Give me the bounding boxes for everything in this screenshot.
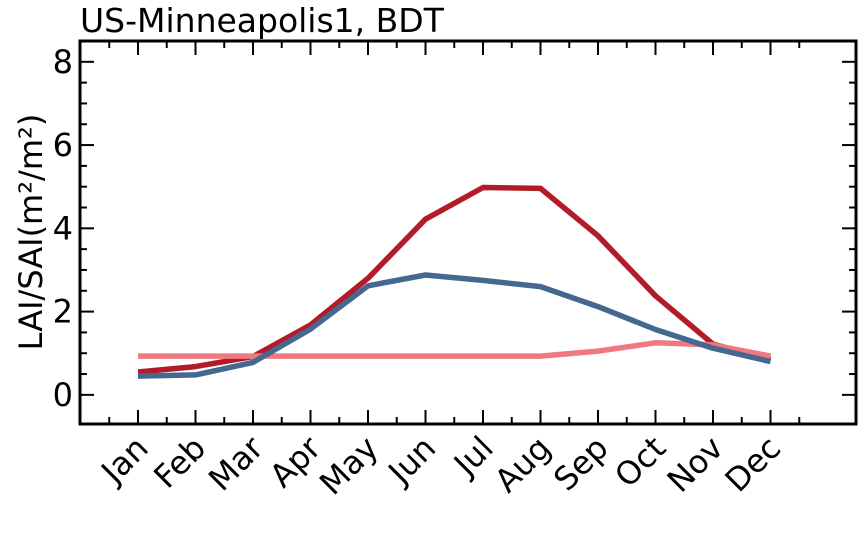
x-tick-label: May: [312, 429, 386, 503]
x-tick-label: Aug: [487, 429, 558, 500]
y-tick-label: 6: [53, 126, 73, 164]
x-tick-label: Dec: [718, 429, 789, 500]
x-tick-label: Apr: [262, 428, 329, 495]
x-tick-label: Feb: [146, 429, 213, 496]
series-line-2: [137, 272, 772, 379]
y-tick-label: 4: [53, 209, 73, 247]
y-axis-label: LAI/SAI(m²/m²): [12, 114, 50, 351]
x-tick-label: Mar: [201, 428, 271, 498]
y-tick-label: 2: [53, 293, 73, 331]
series-layer: [137, 184, 772, 379]
series-line-1: [138, 340, 772, 359]
y-tick-label: 0: [53, 376, 73, 414]
x-tick-label: Oct: [607, 429, 673, 495]
chart-title: US-Minneapolis1, BDT: [80, 1, 445, 40]
x-tick-label: Jan: [92, 429, 155, 492]
plot-frame: [78, 39, 858, 426]
x-tick-label: Sep: [546, 429, 616, 499]
y-tick-label: 8: [53, 43, 73, 81]
x-tick-label: Nov: [660, 429, 731, 500]
x-tick-label: Jun: [380, 429, 444, 493]
